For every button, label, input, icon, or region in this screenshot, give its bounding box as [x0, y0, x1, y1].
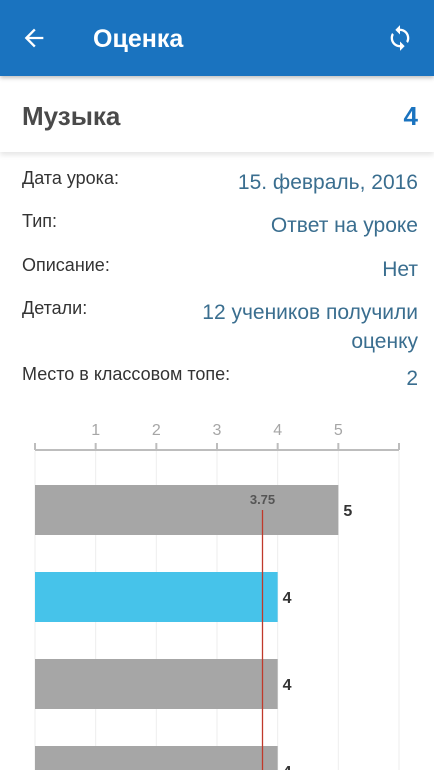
chart-bar [35, 659, 278, 709]
detail-row-rank: Место в классовом топе: 2 [22, 364, 418, 394]
subject-grade: 4 [403, 101, 418, 131]
chart-bar [35, 572, 278, 622]
refresh-icon [390, 25, 410, 51]
chart-tick-label: 4 [273, 422, 282, 439]
detail-value-rank: 2 [406, 367, 418, 390]
detail-row-date: Дата урока: 15. февраль, 2016 [22, 168, 418, 198]
refresh-button[interactable] [380, 18, 420, 58]
page-title: Оценка [93, 25, 184, 53]
chart-tick-label: 3 [213, 422, 222, 439]
detail-value-info-line2: оценку [351, 330, 418, 353]
chart-tick-label: 2 [152, 422, 161, 439]
detail-label-rank: Место в классовом топе: [22, 364, 231, 384]
chart-bar-label: 4 [283, 677, 292, 694]
detail-label-description: Описание: [22, 255, 110, 275]
detail-label-info: Детали: [22, 298, 88, 318]
detail-row-type: Тип: Ответ на уроке [22, 211, 418, 241]
subject-header: Музыка 4 [0, 76, 434, 152]
detail-value-date: 15. февраль, 2016 [237, 171, 418, 194]
chart-svg: 1 2 3 4 5 5 4 4 4 3.75 [34, 422, 400, 770]
chart-bar-label: 4 [283, 764, 292, 770]
detail-row-info: Детали: 12 учеников получили оценку [22, 298, 418, 358]
chart-bar-label: 5 [343, 503, 352, 520]
chart-bar [35, 485, 339, 535]
detail-value-info-line1: 12 учеников получили [202, 301, 418, 324]
detail-value-description: Нет [382, 258, 418, 281]
detail-value-info: 12 учеников получили оценку [202, 298, 418, 356]
chart-bar [35, 746, 278, 770]
app-bar: Оценка [0, 0, 434, 76]
chart-tick-label: 5 [334, 422, 343, 439]
detail-row-description: Описание: Нет [22, 255, 418, 285]
back-button[interactable] [14, 18, 54, 58]
chart-bar-label: 4 [283, 590, 292, 607]
chart-average-label: 3.75 [250, 492, 275, 507]
arrow-left-icon [24, 28, 44, 48]
detail-label-type: Тип: [22, 211, 58, 231]
detail-label-date: Дата урока: [22, 168, 119, 188]
chart-tick-label: 1 [91, 422, 100, 439]
subject-name: Музыка [22, 101, 121, 131]
grade-distribution-chart: 1 2 3 4 5 5 4 4 4 3.75 [0, 410, 434, 770]
detail-value-type: Ответ на уроке [270, 214, 418, 237]
